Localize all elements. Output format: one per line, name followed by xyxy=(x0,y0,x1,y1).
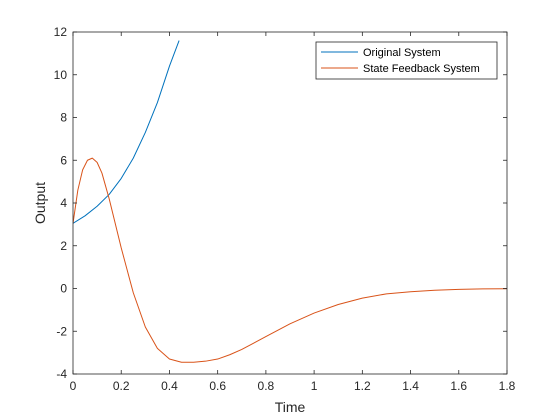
y-tick-label: -4 xyxy=(56,367,67,381)
x-tick-label: 1.4 xyxy=(402,379,419,393)
series-line-state-feedback-system xyxy=(73,157,507,363)
series-line-original-system xyxy=(73,40,180,224)
x-axis-label: Time xyxy=(275,399,306,415)
legend-box xyxy=(315,41,498,80)
ticks-layer: 0 0.2 0.4 0.6 0.8 1 1.2 1.4 1.6 1.8 -4 -2 0 2 4 6 8 10 12 xyxy=(54,25,516,393)
x-tick-label: 1 xyxy=(311,379,318,393)
x-tick-label: 1.2 xyxy=(354,379,371,393)
legend-entry-original-system: Original System xyxy=(363,47,441,59)
x-tick-label: 0 xyxy=(70,379,77,393)
y-tick-label: 8 xyxy=(60,111,67,125)
x-tick-label: 1.8 xyxy=(499,379,516,393)
series-layer xyxy=(73,40,507,363)
plot-area xyxy=(73,32,507,374)
x-tick-label: 0.2 xyxy=(113,379,130,393)
y-tick-label: 12 xyxy=(54,25,68,39)
x-tick-label: 0.6 xyxy=(209,379,226,393)
x-tick-label: 1.6 xyxy=(450,379,467,393)
legend-entry-state-feedback-system: State Feedback System xyxy=(363,63,480,75)
y-tick-label: 4 xyxy=(60,196,67,210)
y-tick-label: -2 xyxy=(56,324,67,338)
y-tick-label: 10 xyxy=(54,68,68,82)
y-tick-label: 2 xyxy=(60,239,67,253)
y-tick-label: 0 xyxy=(60,282,67,296)
x-tick-label: 0.4 xyxy=(161,379,178,393)
legend: Original System State Feedback System xyxy=(315,41,498,80)
y-axis-label: Output xyxy=(32,182,48,224)
x-tick-label: 0.8 xyxy=(258,379,275,393)
y-tick-label: 6 xyxy=(60,153,67,167)
